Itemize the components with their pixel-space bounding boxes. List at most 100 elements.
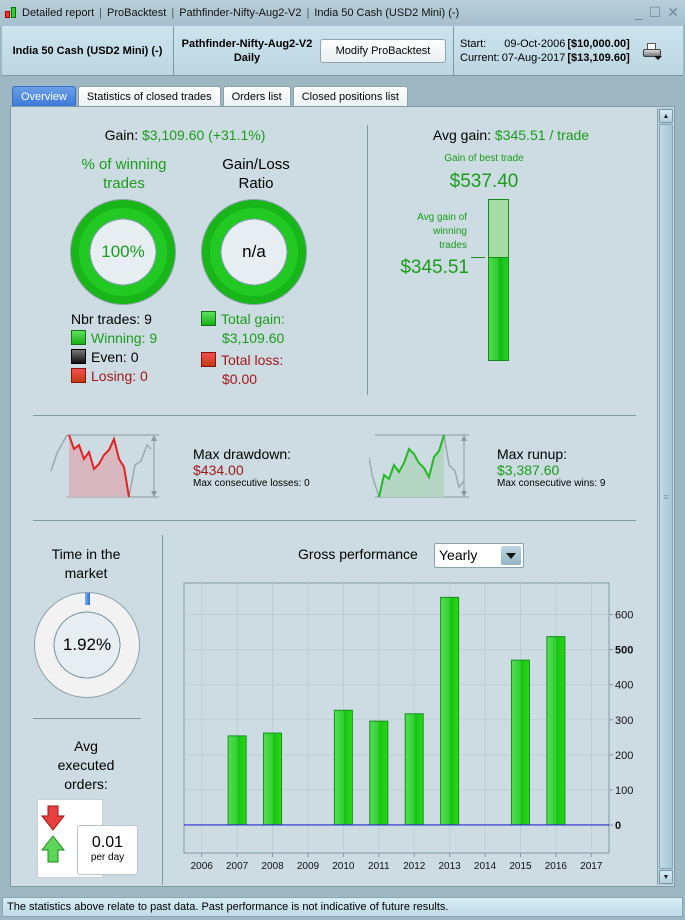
modify-probacktest-button[interactable]: Modify ProBacktest [320,38,446,63]
vertical-scrollbar[interactable]: ▲ ≡ ▼ [657,108,673,885]
x-tick-label: 2016 [545,861,568,872]
tab-closed-positions-list[interactable]: Closed positions list [292,86,408,106]
divider [162,535,163,885]
minimize-button[interactable]: _ [634,4,643,20]
disclaimer-bar: The statistics above relate to past data… [2,897,683,917]
bar-2010 [333,709,353,826]
avg-gain-value: $345.51 / trade [494,127,590,143]
gain-loss-ratio-title: Gain/Loss Ratio [222,156,290,192]
gain-loss-ratio-value: n/a [242,242,266,261]
bar-2007 [227,735,247,826]
total-loss-swatch-icon [201,352,216,367]
winning-count: Winning: 9 [91,330,158,346]
winning-pct-ring: 100% [70,199,176,305]
avg-win-arrow-icon [471,257,485,258]
backtest-dates: Start: 09-Oct-2006 [$10,000.00] Current:… [460,37,632,65]
nbr-trades: Nbr trades: 9 [71,311,152,327]
bar-2015 [510,659,530,826]
strategy-timeframe: Daily [233,51,261,64]
winning-trades-title: % of winning trades [81,156,167,192]
scroll-up-button[interactable]: ▲ [659,109,673,123]
start-label: Start: [460,37,487,50]
bar-2013 [440,596,460,826]
title-part-report: Detailed report [22,7,95,19]
time-in-market-title: Time in the market [51,546,121,581]
gain-loss-totals: Total gain: $3,109.60 Total loss: $0.00 [201,310,285,389]
gain-summary: Gain: $3,109.60 (+31.1%) [11,127,359,143]
x-tick-label: 2008 [261,861,284,872]
y-tick-label: 600 [615,610,633,622]
chevron-down-icon[interactable] [501,546,521,565]
losing-count: Losing: 0 [91,368,148,384]
bar-2008 [263,732,283,826]
x-tick-label: 2017 [580,861,603,872]
x-tick-label: 2013 [439,861,462,872]
current-value: [$13,109.60] [567,51,630,64]
time-in-market-ring: 1.92% [34,592,140,698]
title-bar: Detailed report | ProBacktest | Pathfind… [0,0,685,26]
trades-breakdown: Nbr trades: 9 Winning: 9 Even: 0 Losing:… [71,310,157,386]
tab-orders-list[interactable]: Orders list [222,86,291,106]
x-tick-label: 2006 [191,861,214,872]
y-tick-label: 300 [615,715,633,727]
title-part-strategy: Pathfinder-Nifty-Aug2-V2 [179,7,302,19]
orders-value: 0.01 [91,834,124,851]
time-in-market-indicator [85,593,90,605]
candlestick-app-icon [4,6,18,20]
bar-2012 [404,713,424,826]
time-in-market-value: 1.92% [62,635,112,654]
overview-panel: Gain: $3,109.60 (+31.1%) % of winning tr… [10,106,675,887]
runup-info: Max runup: $3,387.60 Max consecutive win… [497,446,605,489]
y-tick-label: 200 [615,750,633,762]
tab-overview[interactable]: Overview [12,86,76,106]
orders-per-day-box: 0.01 per day [77,825,138,875]
even-swatch-icon [71,349,86,364]
close-button[interactable]: ✕ [667,4,679,20]
maximize-button[interactable]: ☐ [648,4,662,20]
drawdown-label: Max drawdown: [193,446,292,462]
gain-value: $3,109.60 (+31.1%) [141,127,266,143]
gain-loss-ratio-ring: n/a [201,199,307,305]
total-loss-value: $0.00 [222,371,258,387]
start-value: [$10,000.00] [567,37,630,50]
drawdown-info: Max drawdown: $434.00 Max consecutive lo… [193,446,310,489]
printer-icon[interactable] [642,41,662,61]
x-tick-label: 2007 [226,861,249,872]
tab-bar: Overview Statistics of closed trades Ord… [12,86,408,106]
plot-area [183,582,610,854]
divider [33,718,141,719]
avg-gain-summary: Avg gain: $345.51 / trade [371,127,651,143]
x-tick-label: 2010 [332,861,355,872]
total-gain-label: Total gain: [221,311,285,327]
instrument-name: India 50 Cash (USD2 Mini) (-) [2,26,174,75]
avg-gain-gauge-fill [489,257,508,360]
total-loss-label: Total loss: [221,352,284,368]
avg-orders-title: Avg executed orders: [57,738,115,792]
x-tick-label: 2015 [509,861,532,872]
runup-value: $3,387.60 [497,462,560,478]
scroll-down-button[interactable]: ▼ [659,870,673,884]
gross-performance-label: Gross performance [298,546,418,562]
scrollbar-thumb[interactable]: ≡ [659,124,673,869]
even-count: Even: 0 [91,349,139,365]
total-gain-swatch-icon [201,311,216,326]
performance-period-select[interactable]: Yearly [434,543,524,568]
winning-swatch-icon [71,330,86,345]
losing-swatch-icon [71,368,86,383]
bar-2011 [369,720,389,826]
x-tick-label: 2014 [474,861,497,872]
tab-statistics-closed-trades[interactable]: Statistics of closed trades [77,86,221,106]
current-date: 07-Aug-2017 [501,51,566,64]
x-tick-label: 2012 [403,861,426,872]
x-tick-label: 2011 [368,861,390,872]
start-date: 09-Oct-2006 [504,37,566,50]
divider [367,125,368,395]
gain-label: Gain: [104,127,139,143]
report-header: India 50 Cash (USD2 Mini) (-) Pathfinder… [2,26,683,76]
avg-win-value: $345.51 [400,257,469,278]
avg-gain-gauge [488,199,509,361]
y-tick-label: 400 [615,680,633,692]
consecutive-wins: Max consecutive wins: 9 [497,478,606,489]
buy-sell-arrows-icon [40,805,66,863]
gross-performance-chart: 0 100 200 300 400 500 600 2006 2007 2008 2009 2010 2… [183,582,633,872]
